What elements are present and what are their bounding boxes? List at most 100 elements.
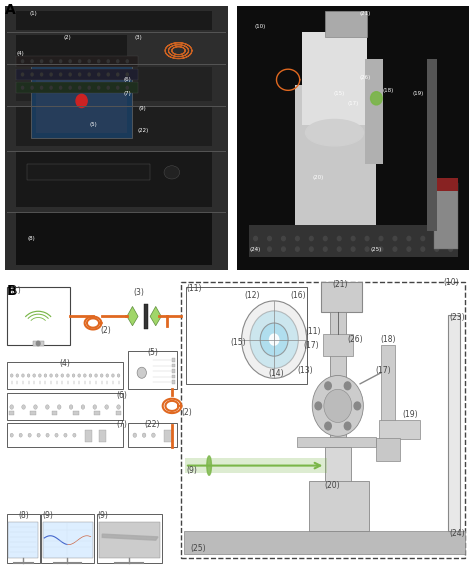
Circle shape (310, 236, 313, 241)
Text: (4): (4) (17, 51, 24, 56)
Circle shape (126, 85, 129, 90)
Bar (85, 430, 92, 442)
Bar (325, 11, 367, 38)
Circle shape (83, 374, 86, 377)
Circle shape (325, 382, 331, 390)
Text: (2): (2) (181, 409, 192, 417)
Circle shape (407, 247, 411, 251)
Circle shape (22, 405, 26, 409)
Circle shape (111, 374, 114, 377)
Circle shape (10, 405, 14, 409)
Bar (144, 304, 148, 328)
Text: (20): (20) (313, 175, 324, 180)
Bar (31, 64, 132, 138)
Circle shape (37, 433, 40, 437)
Circle shape (28, 433, 31, 437)
Bar (448, 315, 460, 531)
Circle shape (40, 59, 44, 63)
Circle shape (117, 405, 120, 409)
Bar (381, 345, 395, 422)
Bar (434, 183, 457, 249)
Circle shape (250, 311, 298, 368)
Text: (15): (15) (230, 338, 246, 347)
Circle shape (344, 382, 351, 390)
Bar (116, 411, 121, 415)
Bar (52, 411, 57, 415)
Circle shape (81, 405, 85, 409)
Text: (1): (1) (30, 11, 37, 16)
Circle shape (59, 72, 63, 77)
Text: (14): (14) (269, 369, 284, 377)
Text: (2): (2) (100, 326, 111, 335)
Circle shape (44, 374, 47, 377)
Circle shape (78, 85, 82, 90)
Bar (16, 83, 138, 93)
Circle shape (254, 247, 257, 251)
Circle shape (354, 402, 361, 410)
Circle shape (36, 341, 40, 346)
Circle shape (379, 247, 383, 251)
Circle shape (30, 59, 34, 63)
Bar (186, 287, 307, 384)
Bar (320, 282, 363, 312)
Circle shape (116, 72, 119, 77)
Circle shape (30, 72, 34, 77)
Circle shape (78, 374, 81, 377)
Circle shape (38, 374, 41, 377)
Text: (24): (24) (250, 246, 261, 251)
Bar (16, 11, 212, 30)
Text: (17): (17) (347, 101, 359, 106)
Circle shape (21, 85, 24, 90)
Circle shape (126, 59, 129, 63)
Circle shape (49, 85, 53, 90)
Circle shape (435, 236, 438, 241)
Bar (7, 287, 70, 345)
Text: (15): (15) (334, 90, 345, 96)
Circle shape (344, 422, 351, 430)
Text: (8): (8) (18, 510, 29, 519)
Circle shape (315, 402, 321, 410)
Circle shape (64, 433, 67, 437)
Text: (10): (10) (443, 278, 459, 287)
Bar (7, 514, 39, 563)
Circle shape (117, 374, 120, 377)
Circle shape (55, 374, 58, 377)
Circle shape (97, 85, 100, 90)
Text: (19): (19) (402, 410, 418, 419)
Circle shape (10, 433, 13, 437)
Circle shape (116, 59, 119, 63)
Circle shape (78, 59, 82, 63)
Text: (7): (7) (123, 90, 131, 96)
Circle shape (57, 405, 61, 409)
Circle shape (449, 236, 453, 241)
Circle shape (379, 236, 383, 241)
Bar (16, 212, 212, 265)
Circle shape (421, 236, 425, 241)
Text: (9): (9) (43, 510, 54, 519)
Circle shape (393, 236, 397, 241)
Circle shape (142, 433, 146, 438)
Ellipse shape (306, 119, 364, 146)
Bar (16, 67, 212, 101)
Text: (17): (17) (375, 366, 391, 375)
Text: (26): (26) (347, 335, 363, 344)
Circle shape (72, 374, 75, 377)
Circle shape (93, 405, 97, 409)
Circle shape (50, 374, 53, 377)
Circle shape (68, 59, 72, 63)
Text: (3): (3) (135, 35, 142, 40)
Text: (25): (25) (371, 246, 382, 251)
Bar (16, 56, 138, 67)
Text: (10): (10) (255, 24, 266, 30)
Bar (27, 164, 149, 180)
Circle shape (68, 85, 72, 90)
Circle shape (21, 374, 24, 377)
Bar (16, 69, 138, 80)
Circle shape (323, 236, 327, 241)
Bar (183, 531, 465, 554)
Text: (9): (9) (139, 106, 147, 112)
Circle shape (61, 374, 64, 377)
Circle shape (365, 236, 369, 241)
Circle shape (33, 374, 36, 377)
Circle shape (126, 72, 129, 77)
